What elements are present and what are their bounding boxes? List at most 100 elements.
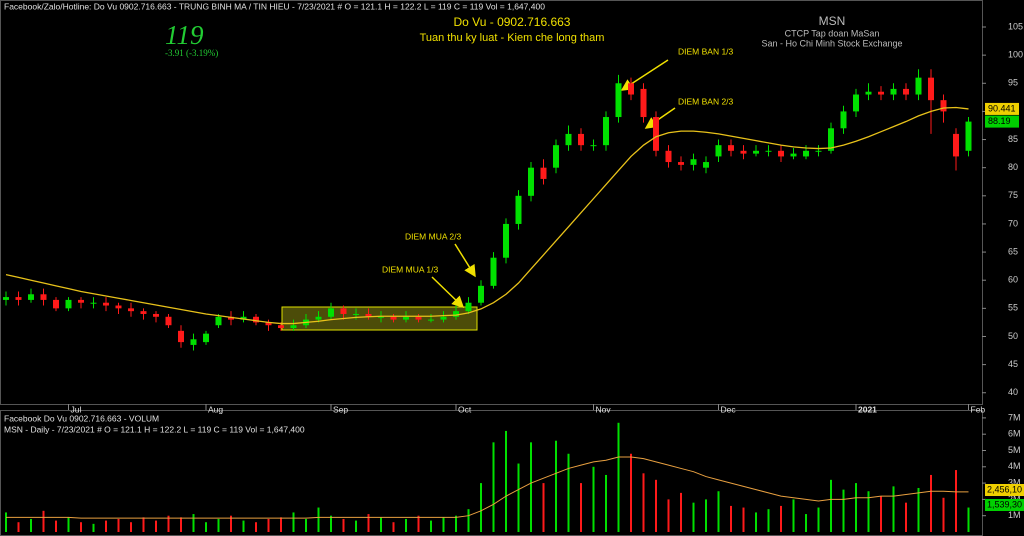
volume-bar [842, 489, 845, 532]
y-tick-label: 3M [1008, 477, 1021, 487]
x-tick-label: Sep [333, 404, 348, 414]
volume-bar [717, 491, 720, 532]
volume-bar [330, 515, 332, 532]
author: Do Vu - 0902.716.663 [454, 15, 571, 29]
candle-body [103, 302, 109, 306]
volume-bar [780, 505, 782, 532]
volume-bar [417, 515, 420, 532]
x-tick-label: Nov [596, 404, 612, 414]
volume-bar [455, 515, 457, 532]
volume-bar [967, 507, 970, 532]
candle-body [903, 88, 909, 95]
volume-bar [467, 509, 470, 532]
candle-body [365, 313, 372, 317]
candle-body [778, 150, 784, 157]
price-label-box [985, 115, 1019, 128]
candle-body [828, 128, 834, 151]
volume-bar [280, 517, 282, 532]
y-tick-label: 7M [1008, 412, 1021, 422]
volume-bar [692, 502, 695, 532]
volume-bar [42, 510, 45, 532]
candle-body [853, 94, 859, 112]
candle-body [940, 100, 947, 112]
volume-bar [67, 517, 70, 532]
candle-body [815, 150, 822, 152]
volume-bar [555, 440, 557, 532]
candle-body [765, 150, 772, 152]
candle-body [928, 77, 934, 101]
volume-bar [830, 479, 832, 532]
candle-body [590, 145, 597, 147]
volume-bar [142, 517, 145, 532]
candle-body [715, 145, 722, 157]
candle-body [578, 133, 584, 146]
annotation: DIEM BAN 1/3 [678, 46, 734, 56]
candle-body [15, 297, 22, 300]
candle-body [165, 316, 172, 326]
candle-body [803, 150, 809, 157]
candle-body [240, 316, 247, 320]
volume-bar [767, 509, 770, 532]
volume-bar [442, 517, 445, 532]
candle-body [528, 167, 534, 196]
volume-bar [905, 502, 907, 532]
volume-bar [380, 517, 382, 532]
candle-body [790, 153, 797, 157]
candle-body [128, 308, 134, 312]
volume-bar [255, 522, 257, 532]
x-tick-label: Feb [971, 404, 986, 414]
motto: Tuan thu ky luat - Kiem che long tham [420, 32, 605, 44]
volume-bar [517, 463, 520, 532]
company: CTCP Tap doan MaSan [785, 28, 880, 38]
candle-body [215, 316, 222, 326]
volume-bar [217, 518, 220, 532]
candle-body [953, 133, 959, 157]
moving-average [5, 106, 969, 325]
y-tick-label: 45 [1008, 359, 1018, 369]
volume-info: MSN - Daily - 7/23/2021 # O = 121.1 H = … [4, 424, 305, 434]
candle-body [340, 308, 347, 314]
x-tick-label: 2021 [858, 404, 877, 414]
volume-label: 1,539,30 [987, 499, 1022, 509]
volume-bar [55, 520, 57, 532]
candle-body [190, 339, 197, 345]
volume-bar [930, 474, 932, 532]
x-tick-label: Jul [71, 404, 82, 414]
candle-body [78, 299, 84, 303]
exchange: San - Ho Chi Minh Stock Exchange [761, 38, 902, 48]
candle-body [728, 145, 734, 151]
volume-bar [642, 473, 645, 532]
volume-bar [180, 517, 182, 532]
candle-body [3, 297, 9, 300]
volume-bar [317, 507, 320, 532]
candle-body [603, 117, 609, 146]
candle-body [515, 195, 522, 224]
annotations: DIEM BAN 1/3 DIEM BAN 2/3 DIEM MUA 2/3 D… [382, 46, 734, 309]
volume-bar [505, 430, 507, 532]
candle-body [115, 305, 122, 309]
volume-bar [30, 518, 32, 532]
candle-body [265, 322, 272, 326]
volume-bar [392, 522, 395, 532]
volume-bar [492, 442, 495, 532]
candle-body [665, 150, 672, 163]
volume-bar [855, 483, 857, 532]
volume-bar [817, 507, 820, 532]
x-tick-label: Aug [208, 404, 223, 414]
volume-bar [867, 491, 870, 532]
volume-bar [755, 512, 757, 532]
y-tick-label: 80 [1008, 162, 1018, 172]
price-change: -3.91 (-3.19%) [165, 48, 218, 58]
candle-body [253, 316, 259, 323]
volume-bar [592, 466, 595, 532]
accumulation-box [281, 306, 478, 331]
price-label: 90.441 [988, 103, 1016, 113]
price-label-box [985, 102, 1019, 115]
candle-body [878, 91, 884, 95]
y-tick-label: 6M [1008, 429, 1021, 439]
candle-body [28, 294, 34, 300]
candle-body [153, 313, 159, 317]
volume-bar [130, 522, 132, 532]
candle-body [65, 299, 72, 309]
